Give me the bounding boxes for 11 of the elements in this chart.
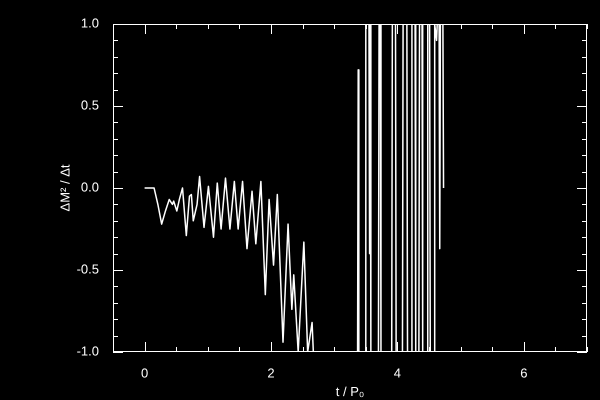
y-tick-label: 0.5 xyxy=(80,98,99,113)
y-axis-title: ΔM² / Δt xyxy=(57,164,72,212)
x-axis-title: t / P₀ xyxy=(336,384,364,399)
y-tick-label: 1.0 xyxy=(80,16,99,31)
x-tick-label: 0 xyxy=(140,365,148,380)
y-tick-label: 0.0 xyxy=(80,180,99,195)
x-tick-label: 2 xyxy=(267,365,275,380)
y-tick-label: -1.0 xyxy=(76,344,99,359)
y-tick-label: -0.5 xyxy=(76,262,99,277)
x-tick-label: 4 xyxy=(394,365,402,380)
x-tick-label: 6 xyxy=(520,365,528,380)
